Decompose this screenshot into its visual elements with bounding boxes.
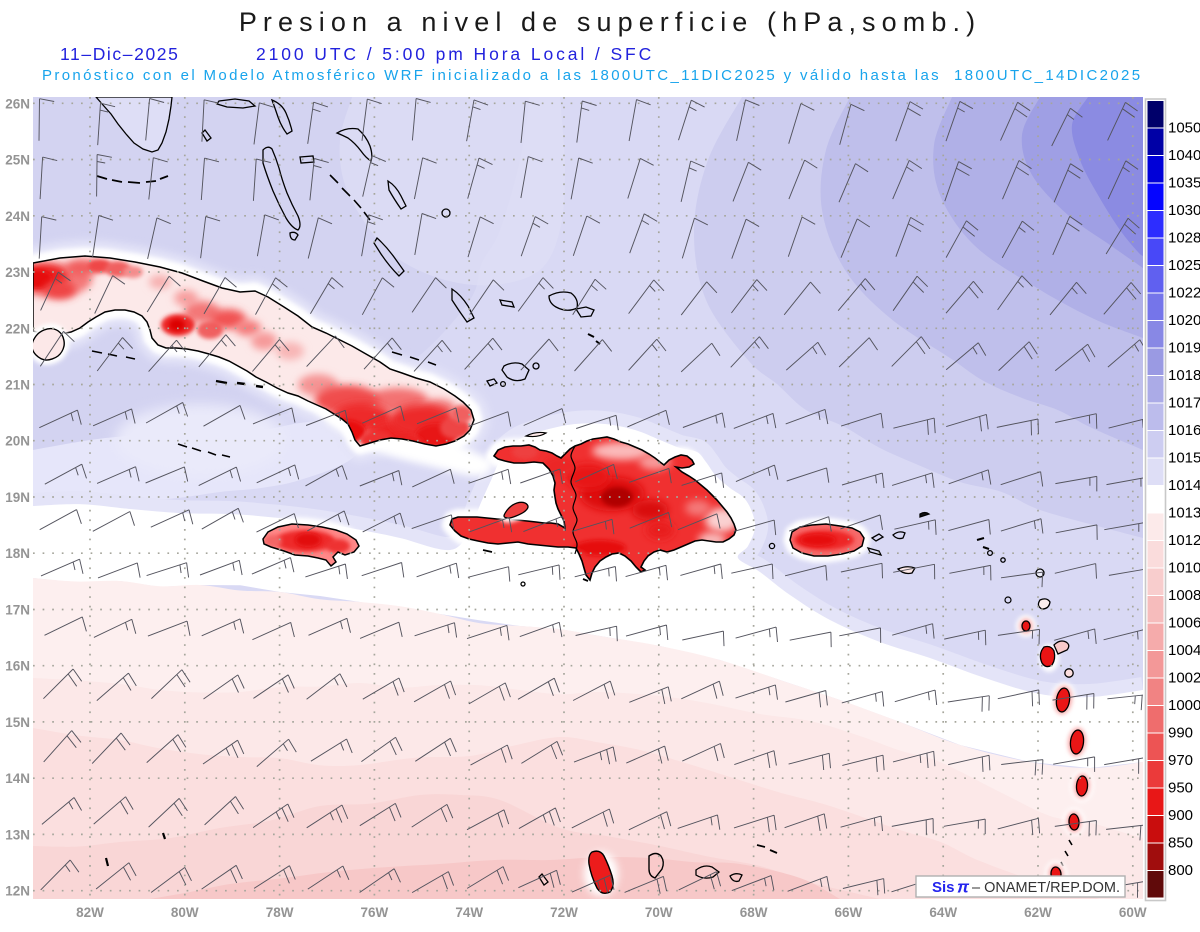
svg-text:62W: 62W [1024,905,1052,920]
svg-text:1040: 1040 [1168,147,1200,164]
svg-text:72W: 72W [550,905,578,920]
svg-text:Presion a nivel de superficie: Presion a nivel de superficie (hPa,somb.… [239,7,981,37]
svg-text:25N: 25N [5,153,30,168]
svg-text:1019: 1019 [1168,340,1200,357]
svg-text:19N: 19N [5,490,30,505]
svg-text:970: 970 [1168,752,1193,769]
svg-text:1010: 1010 [1168,560,1200,577]
svg-text:1013: 1013 [1168,505,1200,522]
svg-text:1020: 1020 [1168,312,1200,329]
svg-text:16N: 16N [5,659,30,674]
svg-text:18N: 18N [5,546,30,561]
svg-text:900: 900 [1168,807,1193,824]
svg-text:1004: 1004 [1168,642,1200,659]
svg-text:1050: 1050 [1168,120,1200,137]
svg-text:1000: 1000 [1168,697,1200,714]
svg-text:1016: 1016 [1168,422,1200,439]
svg-text:22N: 22N [5,321,30,336]
svg-text:– ONAMET/REP.DOM.: – ONAMET/REP.DOM. [972,880,1120,896]
svg-text:1030: 1030 [1168,202,1200,219]
svg-text:82W: 82W [76,905,104,920]
svg-text:70W: 70W [645,905,673,920]
svg-text:20N: 20N [5,434,30,449]
svg-text:950: 950 [1168,780,1193,797]
svg-text:850: 850 [1168,835,1193,852]
svg-text:1008: 1008 [1168,587,1200,604]
svg-text:64W: 64W [929,905,957,920]
svg-text:1028: 1028 [1168,230,1200,247]
svg-text:76W: 76W [361,905,389,920]
svg-text:80W: 80W [171,905,199,920]
svg-text:21N: 21N [5,378,30,393]
svg-text:78W: 78W [266,905,294,920]
svg-text:2100 UTC / 5:00 pm Hora Local: 2100 UTC / 5:00 pm Hora Local / SFC [256,44,654,64]
svg-text:60W: 60W [1119,905,1147,920]
svg-text:14N: 14N [5,771,30,786]
svg-text:12N: 12N [5,884,30,899]
svg-text:1014: 1014 [1168,477,1200,494]
svg-text:1015: 1015 [1168,450,1200,467]
svg-text:π: π [957,878,970,897]
svg-text:17N: 17N [5,603,30,618]
svg-text:800: 800 [1168,862,1193,879]
svg-text:1017: 1017 [1168,395,1200,412]
svg-text:66W: 66W [835,905,863,920]
svg-text:1006: 1006 [1168,615,1200,632]
svg-text:68W: 68W [740,905,768,920]
svg-text:1012: 1012 [1168,532,1200,549]
svg-text:24N: 24N [5,209,30,224]
svg-text:Pronóstico con el Modelo Atmos: Pronóstico con el Modelo Atmosférico WRF… [42,67,1142,84]
svg-text:1002: 1002 [1168,670,1200,687]
svg-text:Sis: Sis [932,879,955,896]
svg-text:13N: 13N [5,827,30,842]
svg-text:1018: 1018 [1168,367,1200,384]
svg-text:23N: 23N [5,265,30,280]
svg-text:990: 990 [1168,725,1193,742]
svg-text:74W: 74W [455,905,483,920]
svg-text:11–Dic–2025: 11–Dic–2025 [60,44,179,64]
svg-text:1035: 1035 [1168,175,1200,192]
svg-text:15N: 15N [5,715,30,730]
svg-text:1025: 1025 [1168,257,1200,274]
svg-text:1022: 1022 [1168,285,1200,302]
svg-text:26N: 26N [5,96,30,111]
